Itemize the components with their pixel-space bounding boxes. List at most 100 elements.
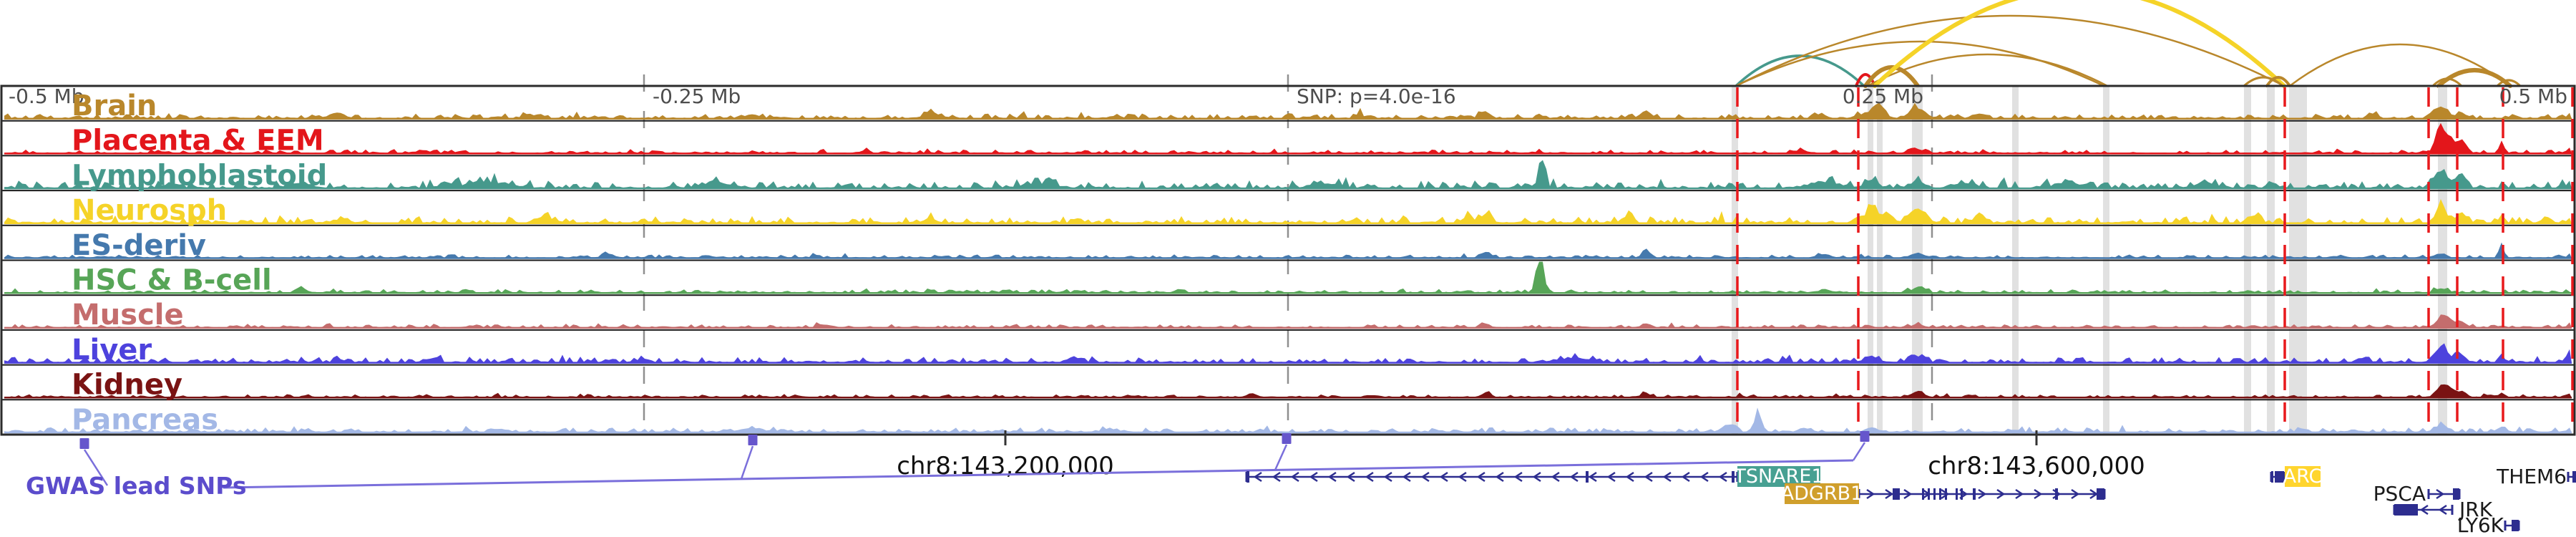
strand-arrow-icon — [2419, 504, 2429, 516]
track-label-hsc-b-cell: HSC & B-cell — [72, 264, 272, 297]
gene-end-cap — [2451, 505, 2454, 515]
gwas-snp-marker — [1860, 431, 1870, 442]
strand-arrow-icon — [1569, 471, 1579, 483]
coordinate-label: chr8:143,600,000 — [1928, 452, 2145, 480]
interaction-arc-3 — [1735, 40, 2105, 87]
gene-exon — [2572, 471, 2576, 483]
strand-arrow-icon — [1996, 488, 2006, 500]
gene-exon — [1945, 488, 1947, 500]
strand-arrow-icon — [2034, 488, 2043, 500]
gwas-snp-connector — [1274, 444, 1288, 470]
strand-arrow-icon — [1439, 471, 1448, 483]
strand-arrow-icon — [1253, 471, 1262, 483]
strand-arrow-icon — [2071, 488, 2080, 500]
strand-arrow-icon — [1402, 471, 1411, 483]
gene-ly6k: LY6K — [2457, 513, 2520, 537]
track-label-es-deriv: ES-deriv — [72, 229, 206, 262]
gene-exon — [1956, 488, 1958, 500]
strand-arrow-icon — [1718, 471, 1727, 483]
gene-end-cap — [2567, 472, 2570, 482]
strand-arrow-icon — [1941, 488, 1950, 500]
strand-arrow-icon — [1699, 471, 1709, 483]
track-signal-muscle — [4, 314, 2572, 328]
gene-exon — [1939, 488, 1941, 500]
track-label-lymphoblastoid: Lymphoblastoid — [72, 159, 327, 192]
mb-tick-lines-layer — [643, 74, 1933, 435]
gene-label: THEM6 — [2496, 465, 2567, 488]
gene-exon — [2394, 504, 2418, 516]
gwas-snp-marker — [79, 438, 89, 449]
gwas-track-layer: GWAS lead SNPs — [26, 431, 1870, 500]
gene-exon — [1586, 471, 1589, 483]
strand-arrow-icon — [2438, 504, 2447, 516]
strand-arrow-icon — [2436, 488, 2445, 500]
gene-exon — [1922, 488, 1924, 500]
gwas-track-label: GWAS lead SNPs — [26, 472, 247, 500]
interaction-arc-9 — [2288, 43, 2512, 87]
strand-arrow-icon — [1327, 471, 1337, 483]
track-signal-brain — [4, 102, 2572, 119]
strand-arrow-icon — [1606, 471, 1616, 483]
strand-arrow-icon — [1290, 471, 1299, 483]
strand-arrow-icon — [1309, 471, 1318, 483]
gene-exon — [2275, 471, 2284, 483]
strand-arrow-icon — [1644, 471, 1653, 483]
mb-tick-label: 0.25 Mb — [1843, 84, 1923, 108]
strand-arrow-icon — [1903, 488, 1913, 500]
track-label-neurosph: Neurosph — [72, 194, 227, 227]
gene-end-cap — [2427, 489, 2430, 499]
gene-label: JRK — [2458, 498, 2493, 521]
gene-psca: PSCA — [2373, 482, 2461, 505]
gwas-axis-line — [223, 459, 1854, 489]
gene-exon — [1246, 471, 1249, 483]
track-label-placenta-eem: Placenta & EEM — [72, 125, 324, 158]
gene-label: PSCA — [2373, 482, 2426, 505]
strand-arrow-icon — [1662, 471, 1672, 483]
gene-adgrb1: ADGRB1 — [1781, 483, 2106, 505]
gene-exon — [1928, 488, 1930, 500]
gene-arc: ARC — [2270, 465, 2322, 488]
gene-exon — [2271, 471, 2273, 483]
interaction-arc-5 — [1735, 14, 2285, 87]
track-label-liver: Liver — [72, 334, 152, 367]
plot-frame-layer — [0, 84, 2576, 436]
interaction-arcs-layer — [1735, 0, 2522, 88]
mb-tick-labels-layer: -0.5 Mb -0.25 Mb SNP: p=4.0e-16 0.25 Mb 0.5 … — [9, 84, 2567, 108]
strand-arrow-icon — [1532, 471, 1541, 483]
track-label-muscle: Muscle — [72, 299, 184, 332]
strand-arrow-icon — [1476, 471, 1485, 483]
track-label-brain: Brain — [72, 90, 157, 122]
gwas-snp-marker — [748, 435, 758, 445]
interaction-arc-4 — [1866, 53, 2109, 87]
interaction-arc-6 — [1873, 0, 2286, 88]
track-signal-neurosph — [4, 199, 2572, 223]
interaction-arc-2 — [1863, 65, 1920, 88]
strand-arrow-icon — [1346, 471, 1355, 483]
strand-arrow-icon — [1272, 471, 1281, 483]
strand-arrow-icon — [1458, 471, 1467, 483]
strand-arrow-icon — [1978, 488, 1987, 500]
gene-jrk: JRK — [2393, 498, 2493, 521]
track-signal-kidney — [4, 384, 2572, 398]
strand-arrow-icon — [1681, 471, 1690, 483]
track-signals-layer — [4, 102, 2572, 434]
interaction-arc-0 — [1735, 54, 1865, 87]
gene-exon — [1961, 488, 1963, 500]
mb-tick-label: -0.25 Mb — [653, 84, 741, 108]
mb-tick-label: -0.5 Mb — [9, 84, 84, 108]
gene-exon — [1933, 488, 1936, 500]
interaction-arc-8 — [2265, 76, 2291, 87]
gene-them6: THEM6 — [2496, 465, 2576, 488]
strand-arrow-icon — [1551, 471, 1560, 483]
gene-exon — [2512, 520, 2519, 531]
interaction-arc-11 — [2431, 77, 2463, 87]
gene-exon — [1973, 488, 1976, 500]
gene-label-box — [2285, 466, 2321, 487]
gene-tsnare1: TSNARE1 — [1245, 465, 1824, 488]
gene-end-cap — [2504, 521, 2507, 531]
gene-label-box — [1785, 483, 1859, 504]
interaction-arc-12 — [2496, 79, 2522, 87]
